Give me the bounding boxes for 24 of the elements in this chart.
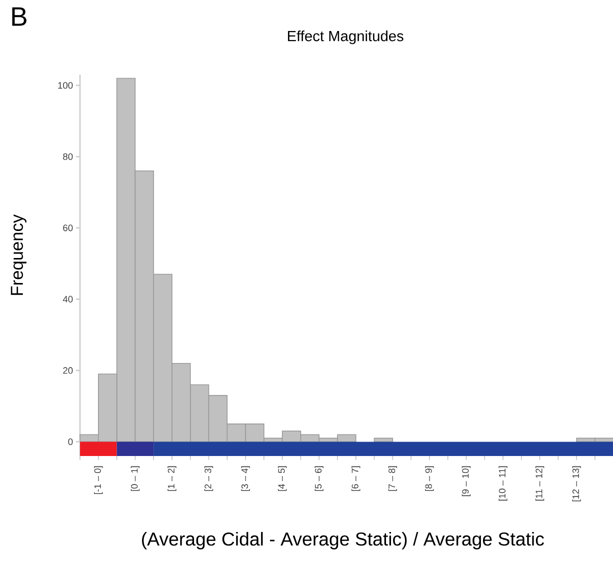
chart-title: Effect Magnitudes bbox=[288, 30, 404, 44]
y-tick-label: 40 bbox=[62, 296, 73, 302]
y-axis-title: Frequency bbox=[10, 214, 26, 295]
y-tick-label: 100 bbox=[58, 82, 73, 89]
x-tick-label: [10 – 11] bbox=[498, 466, 508, 501]
x-tick-label: [2 – 3] bbox=[204, 466, 214, 491]
x-tick-label: [8 – 9] bbox=[425, 466, 434, 491]
x-axis-title: (Average Cidal - Average Static) / Average Static bbox=[142, 532, 544, 550]
x-tick-label: [3 – 4] bbox=[241, 466, 250, 491]
y-tick-label: 80 bbox=[63, 153, 73, 160]
x-tick-label: [11 – 12] bbox=[535, 466, 544, 501]
x-tick-label: [0 – 1] bbox=[130, 466, 140, 491]
x-tick-label: [1 – 2] bbox=[168, 466, 176, 491]
text: B bbox=[12, 7, 26, 26]
y-tick-label: 0 bbox=[68, 438, 73, 446]
x-tick-label: [6 – 7] bbox=[352, 466, 360, 491]
y-tick-label: 20 bbox=[63, 367, 73, 374]
x-tick-label: [12 – 13] bbox=[572, 466, 581, 502]
x-tick-label: [-1 – 0] bbox=[94, 466, 103, 494]
y-tick-label: 60 bbox=[63, 224, 73, 232]
x-tick-label: [4 – 5] bbox=[278, 466, 287, 491]
x-tick-label: [9 – 10] bbox=[462, 466, 471, 496]
x-tick-label: [5 – 6] bbox=[314, 466, 324, 491]
x-tick-label: [7 – 8] bbox=[388, 466, 398, 491]
